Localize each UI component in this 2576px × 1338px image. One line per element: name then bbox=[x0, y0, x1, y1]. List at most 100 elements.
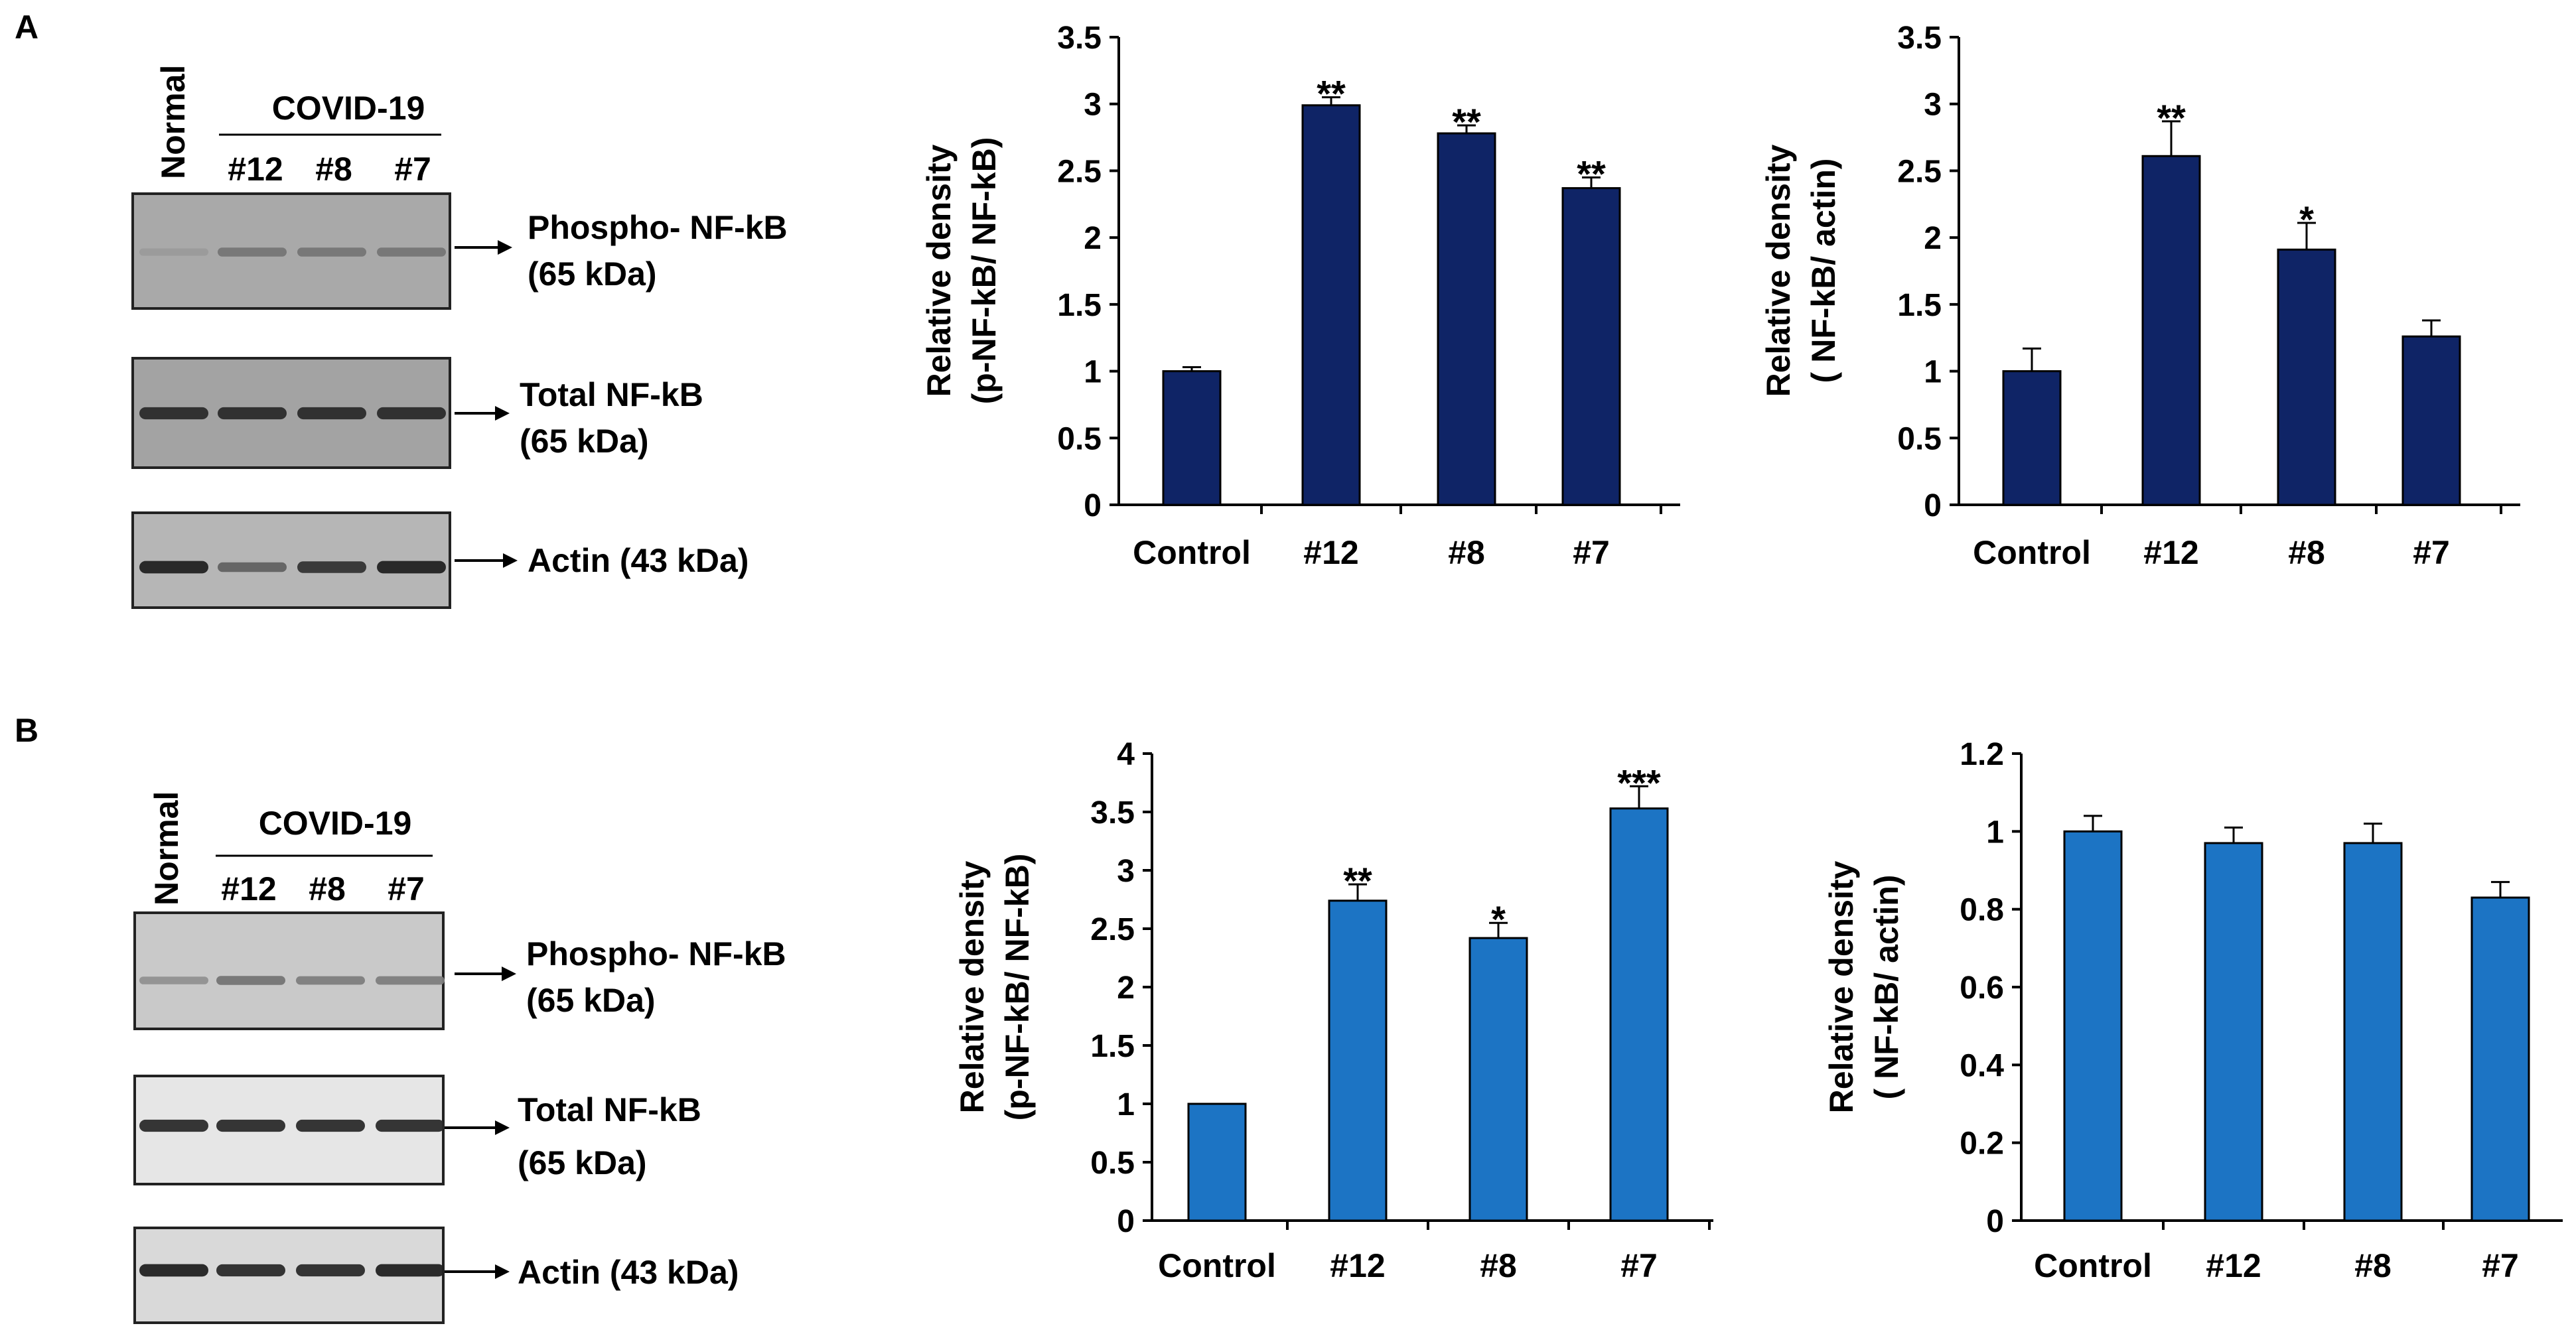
bar bbox=[2141, 155, 2201, 506]
significance-label: * bbox=[1491, 898, 1506, 940]
blot-band-box bbox=[133, 1075, 445, 1185]
y-axis-label: Relative density bbox=[920, 144, 958, 397]
category-label: Control bbox=[1133, 534, 1251, 571]
bar-chart-a-pnfkb-ratio: Relative density (p-NF-kB/ NF-kB) 0 0.5 1 1.5… bbox=[920, 21, 1680, 571]
lane-label: #7 bbox=[388, 870, 425, 907]
bar bbox=[2204, 842, 2263, 1222]
y-tick-label: 1 bbox=[1084, 355, 1102, 390]
y-tick-label: 2.5 bbox=[1090, 912, 1135, 947]
y-tick-label: 1.5 bbox=[1090, 1029, 1135, 1064]
y-axis-label: Relative density bbox=[1823, 860, 1860, 1113]
significance-label: ** bbox=[1317, 73, 1346, 115]
y-tick-label: 3.5 bbox=[1897, 21, 1942, 56]
category-label: #7 bbox=[1573, 534, 1610, 571]
lane-label: #8 bbox=[315, 151, 352, 188]
band-label: (65 kDa) bbox=[526, 982, 656, 1019]
panel-letter-a: A bbox=[15, 9, 38, 46]
band-label: Actin (43 kDa) bbox=[528, 542, 749, 579]
significance-label: ** bbox=[1577, 153, 1606, 195]
covid-group-label: COVID-19 bbox=[272, 90, 425, 127]
y-tick-label: 0.5 bbox=[1897, 421, 1942, 456]
blot-band bbox=[218, 407, 287, 420]
category-label: Control bbox=[1973, 534, 2091, 571]
y-tick-label: 1 bbox=[1986, 815, 2004, 850]
y-tick-label: 0.2 bbox=[1960, 1126, 2004, 1162]
bar bbox=[1301, 104, 1361, 506]
bar bbox=[1468, 937, 1528, 1222]
blot-band bbox=[377, 561, 446, 574]
arrow-icon bbox=[455, 406, 510, 421]
y-tick-label: 2.5 bbox=[1057, 154, 1102, 189]
y-axis-label: ( NF-kB/ actin) bbox=[1868, 875, 1905, 1100]
bar bbox=[1328, 900, 1388, 1222]
category-label: #8 bbox=[1448, 534, 1485, 571]
y-tick-label: 1.5 bbox=[1057, 288, 1102, 323]
blot-band bbox=[377, 247, 446, 257]
y-tick-label: 0.6 bbox=[1960, 970, 2004, 1006]
normal-lane-label: Normal bbox=[155, 65, 192, 179]
y-tick-label: 2 bbox=[1084, 221, 1102, 256]
category-label: #8 bbox=[2288, 534, 2325, 571]
band-label: Actin (43 kDa) bbox=[518, 1254, 739, 1291]
blot-band bbox=[139, 976, 208, 984]
y-tick-label: 2 bbox=[1117, 970, 1135, 1006]
band-label: (65 kDa) bbox=[528, 255, 657, 293]
bar bbox=[2470, 896, 2530, 1222]
bar bbox=[2063, 830, 2123, 1222]
blot-band bbox=[216, 1119, 285, 1132]
band-label: (65 kDa) bbox=[520, 423, 649, 460]
arrow-icon bbox=[455, 240, 512, 255]
lane-label: #12 bbox=[228, 151, 283, 188]
y-tick-label: 1.2 bbox=[1960, 737, 2004, 772]
lane-label: #8 bbox=[309, 870, 346, 907]
band-label: Phospho- NF-kB bbox=[526, 935, 786, 972]
y-axis-label: Relative density bbox=[1760, 144, 1797, 397]
y-axis-label: ( NF-kB/ actin) bbox=[1805, 159, 1842, 383]
bar-chart-b-pnfkb-ratio: Relative density (p-NF-kB/ NF-kB) 0 0.5 1 1.5… bbox=[954, 737, 1713, 1284]
y-tick-label: 0 bbox=[1924, 488, 1942, 523]
category-label: #12 bbox=[2143, 534, 2198, 571]
y-tick-label: 0.5 bbox=[1090, 1146, 1135, 1181]
bar bbox=[2343, 842, 2403, 1222]
bar bbox=[2401, 335, 2461, 506]
blot-band bbox=[296, 976, 365, 985]
bar bbox=[1187, 1103, 1247, 1222]
significance-label: *** bbox=[1617, 762, 1661, 803]
y-tick-label: 2.5 bbox=[1897, 154, 1942, 189]
y-tick-label: 0.8 bbox=[1960, 893, 2004, 928]
arrow-icon bbox=[455, 553, 518, 568]
blot-band bbox=[218, 562, 287, 572]
blot-band bbox=[139, 1119, 208, 1132]
bar bbox=[1162, 370, 1222, 506]
y-axis-label: (p-NF-kB/ NF-kB) bbox=[999, 854, 1036, 1121]
lane-label: #12 bbox=[221, 870, 276, 907]
band-label: (65 kDa) bbox=[518, 1144, 647, 1181]
blot-band bbox=[216, 976, 285, 985]
category-label: #12 bbox=[1303, 534, 1358, 571]
blot-band bbox=[296, 1264, 365, 1277]
category-label: #12 bbox=[2206, 1247, 2261, 1284]
bar bbox=[1561, 187, 1621, 506]
band-label: Phospho- NF-kB bbox=[528, 209, 788, 246]
category-label: #12 bbox=[1330, 1247, 1385, 1284]
y-tick-label: 0 bbox=[1986, 1204, 2004, 1239]
y-tick-label: 3 bbox=[1084, 88, 1102, 123]
y-tick-label: 3 bbox=[1924, 88, 1942, 123]
blot-band bbox=[377, 407, 446, 420]
lane-label: #7 bbox=[394, 151, 431, 188]
y-axis-label: Relative density bbox=[954, 860, 991, 1113]
category-label: #8 bbox=[2354, 1247, 2392, 1284]
category-label: #8 bbox=[1480, 1247, 1517, 1284]
bar-chart-a-nfkb-actin: Relative density( NF-kB/ actin) 0 0.5 1 1.5 2… bbox=[1760, 21, 2520, 571]
panel-letter-b: B bbox=[15, 712, 38, 749]
y-tick-label: 1 bbox=[1117, 1087, 1135, 1122]
y-tick-label: 1.5 bbox=[1897, 288, 1942, 323]
blot-band bbox=[297, 407, 366, 420]
category-label: #7 bbox=[1620, 1247, 1658, 1284]
western-blot-b: Normal COVID-19 #12 #8 #7 Ph bbox=[133, 791, 786, 1324]
y-tick-label: 2 bbox=[1924, 221, 1942, 256]
y-tick-label: 4 bbox=[1117, 737, 1135, 772]
blot-band-box bbox=[131, 511, 451, 609]
blot-band bbox=[216, 1264, 285, 1277]
